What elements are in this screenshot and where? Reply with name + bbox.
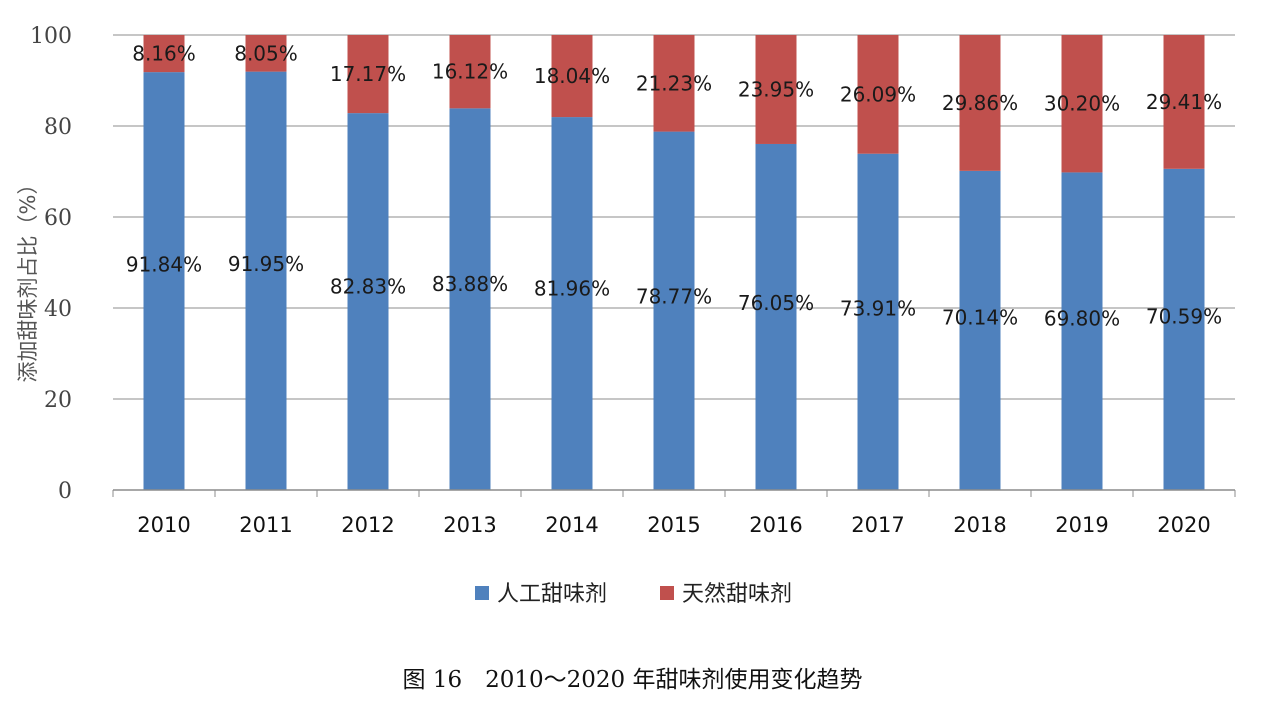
bar-artificial [551, 117, 593, 490]
bar-natural [449, 35, 491, 109]
data-label-natural: 8.05% [234, 41, 298, 65]
data-label-natural: 26.09% [840, 82, 916, 106]
x-tick-label: 2011 [239, 513, 292, 537]
x-tick-label: 2013 [443, 513, 496, 537]
stacked-bar-chart: 0 20 40 60 80 100 2010 2011 2012 2013 2014 2015 2016… [16, 24, 1236, 607]
y-tick-label: 100 [30, 24, 72, 49]
bar-artificial [449, 108, 491, 490]
x-tick-label: 2010 [137, 513, 190, 537]
data-label-natural: 16.12% [432, 60, 508, 84]
x-tick-label: 2014 [545, 513, 598, 537]
bar-artificial [653, 131, 695, 490]
data-label-artificial: 91.95% [228, 252, 304, 276]
bar-natural [347, 35, 389, 114]
data-label-artificial: 70.14% [942, 306, 1018, 330]
bar-artificial [143, 72, 185, 491]
data-label-artificial: 82.83% [330, 274, 406, 298]
data-labels: 91.84% 8.16% 91.95% 8.05% 82.83% 17.17% 83.88%… [126, 41, 1222, 330]
y-tick-label: 0 [58, 479, 72, 504]
data-label-artificial: 69.80% [1044, 307, 1120, 331]
bar-artificial [1061, 172, 1103, 490]
bars [143, 35, 1205, 491]
x-tick-label: 2016 [749, 513, 802, 537]
figure-caption: 图 16 2010～2020 年甜味剂使用变化趋势 [402, 667, 863, 693]
data-label-artificial: 91.84% [126, 252, 202, 276]
bar-artificial [959, 170, 1001, 490]
x-tick-label: 2017 [851, 513, 904, 537]
bar-natural [959, 35, 1001, 171]
data-label-natural: 17.17% [330, 62, 406, 86]
data-label-artificial: 83.88% [432, 272, 508, 296]
bar-artificial [1163, 168, 1205, 491]
bar-natural [245, 35, 287, 72]
legend-swatch-artificial [475, 586, 489, 600]
data-label-natural: 23.95% [738, 77, 814, 101]
x-tick-label: 2019 [1055, 513, 1108, 537]
data-label-natural: 21.23% [636, 71, 712, 95]
data-label-artificial: 81.96% [534, 277, 610, 301]
data-label-natural: 8.16% [132, 42, 196, 66]
y-axis-label: 添加甜味剂占比（%） [16, 174, 40, 383]
y-tick-label: 40 [44, 297, 72, 322]
bar-natural [857, 35, 899, 154]
x-tick-label: 2015 [647, 513, 700, 537]
data-label-artificial: 73.91% [840, 296, 916, 320]
legend-label-natural: 天然甜味剂 [682, 582, 792, 607]
bar-natural [1163, 35, 1205, 169]
bar-natural [755, 35, 797, 144]
x-tick-label: 2012 [341, 513, 394, 537]
y-tick-label: 80 [44, 115, 72, 140]
data-label-natural: 30.20% [1044, 92, 1120, 116]
data-label-natural: 18.04% [534, 64, 610, 88]
x-tick-label: 2018 [953, 513, 1006, 537]
x-tick-label: 2020 [1157, 513, 1210, 537]
bar-natural [551, 35, 593, 118]
y-tick-label: 20 [44, 388, 72, 413]
bar-natural [1061, 35, 1103, 173]
data-label-artificial: 78.77% [636, 284, 712, 308]
bar-artificial [245, 71, 287, 490]
bar-natural [143, 35, 185, 73]
legend: 人工甜味剂 天然甜味剂 [475, 582, 792, 607]
data-label-artificial: 76.05% [738, 291, 814, 315]
legend-swatch-natural [660, 586, 674, 600]
data-label-artificial: 70.59% [1146, 305, 1222, 329]
bar-natural [653, 35, 695, 132]
y-tick-label: 60 [44, 206, 72, 231]
bar-artificial [755, 143, 797, 490]
data-label-natural: 29.41% [1146, 90, 1222, 114]
bar-artificial [857, 153, 899, 490]
legend-label-artificial: 人工甜味剂 [497, 582, 607, 607]
axes: 0 20 40 60 80 100 2010 2011 2012 2013 2014 2015 2016… [30, 24, 1236, 537]
bar-artificial [347, 113, 389, 490]
data-label-natural: 29.86% [942, 91, 1018, 115]
